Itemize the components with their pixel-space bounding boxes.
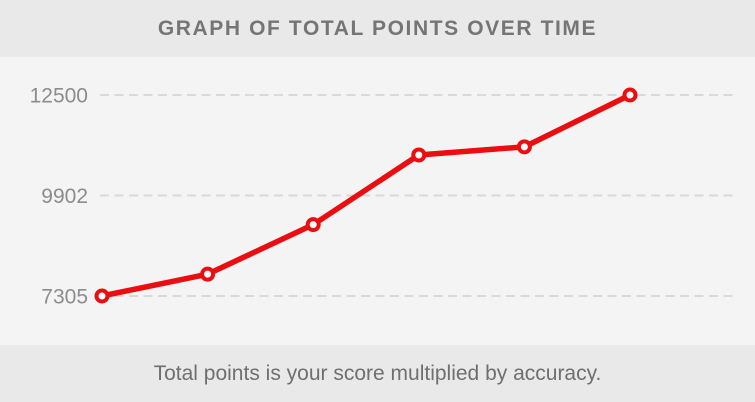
y-axis-tick-label: 7305	[41, 286, 88, 309]
data-point-marker	[94, 288, 110, 304]
data-point-marker	[516, 139, 532, 155]
line-chart: 12500 9902 7305	[30, 85, 737, 309]
chart-title: GRAPH OF TOTAL POINTS OVER TIME	[157, 16, 598, 40]
y-axis-tick-label: 9902	[41, 185, 88, 208]
chart-footer: Total points is your score multiplied by…	[0, 345, 755, 402]
data-point-marker	[622, 87, 638, 103]
y-axis-tick-label: 12500	[30, 85, 88, 108]
chart-caption: Total points is your score multiplied by…	[153, 361, 602, 385]
data-point-marker	[305, 217, 321, 233]
data-point-marker	[200, 266, 216, 282]
series-line	[99, 92, 633, 299]
chart-area: 12500 9902 7305	[0, 57, 755, 345]
chart-header: GRAPH OF TOTAL POINTS OVER TIME	[0, 0, 755, 57]
data-point-marker	[411, 147, 427, 163]
